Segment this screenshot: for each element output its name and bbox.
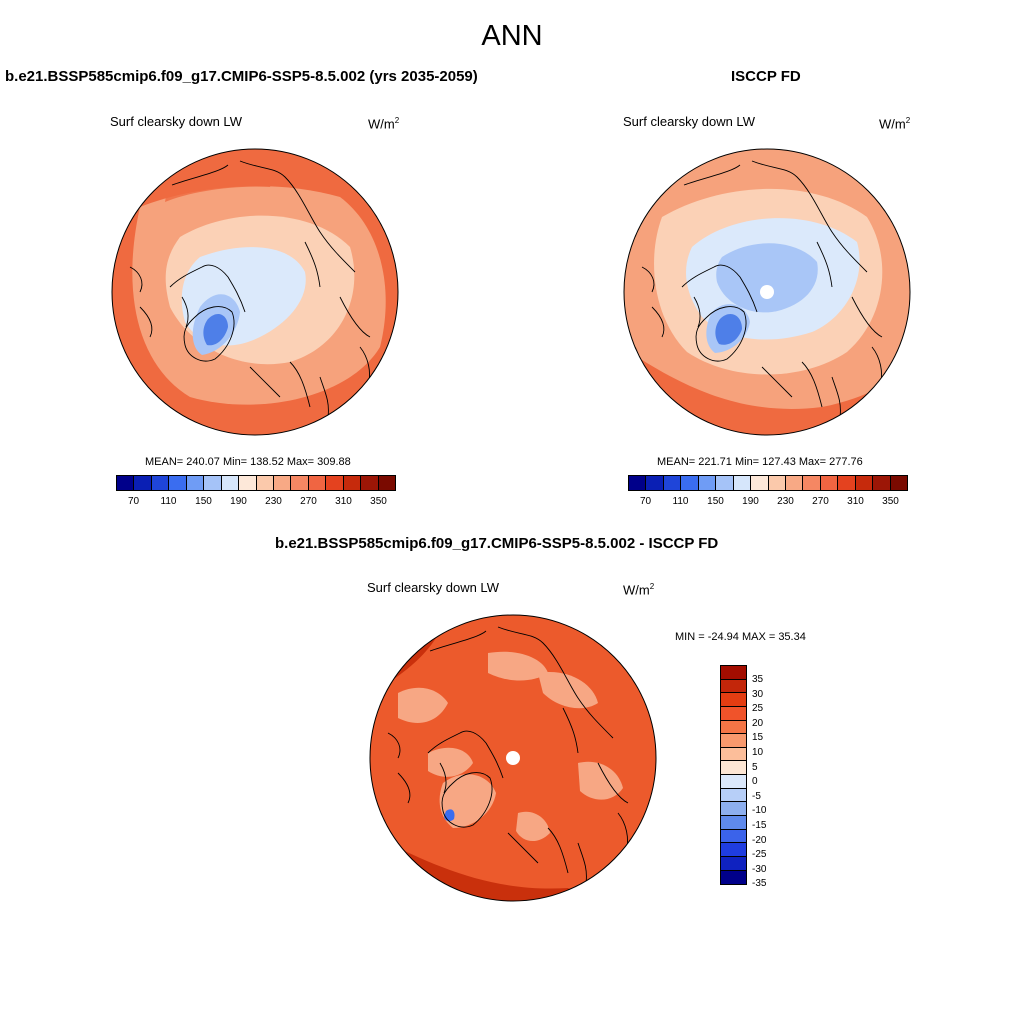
colorbar-swatch: [204, 476, 222, 490]
colorbar-swatch: [721, 666, 746, 680]
colorbar-tick-label: 0: [752, 776, 758, 788]
colorbar-swatch: [186, 476, 205, 490]
colorbar-tick-label: -30: [752, 863, 767, 875]
colorbar-swatch: [838, 476, 856, 490]
stats-diff: MIN = -24.94 MAX = 35.34: [675, 631, 806, 643]
stats-model: MEAN= 240.07 Min= 138.52 Max= 309.88: [145, 456, 351, 468]
colorbar-swatch: [721, 788, 746, 803]
polar-map-model: [111, 148, 399, 436]
colorbar-tick-label: 110: [672, 496, 689, 507]
colorbar-tick-label: -10: [752, 805, 767, 817]
colorbar-swatch: [681, 476, 699, 490]
colorbar-tick-label: 20: [752, 717, 764, 729]
colorbar-tick-label: 350: [370, 496, 387, 507]
colorbar-swatch: [855, 476, 874, 490]
colorbar-swatch: [721, 870, 746, 885]
colorbar-swatch: [785, 476, 804, 490]
colorbar-tick-label: 190: [230, 496, 247, 507]
colorbar-tick-label: -5: [752, 790, 761, 802]
colorbar-swatch: [308, 476, 327, 490]
colorbar-tick-label: 350: [882, 496, 899, 507]
colorbar-tick-label: 35: [752, 674, 764, 685]
colorbar-swatch: [291, 476, 309, 490]
colorbar-tick-label: -35: [752, 878, 767, 890]
colorbar-tick-label: 150: [195, 496, 212, 507]
colorbar-model: 70 110 150 190 230 270 310 350: [116, 475, 396, 510]
variable-label-model: Surf clearsky down LW: [110, 114, 242, 129]
colorbar-swatch: [361, 476, 379, 490]
colorbar-tick-label: 110: [160, 496, 177, 507]
colorbar-swatch: [343, 476, 362, 490]
colorbar-swatch: [134, 476, 152, 490]
colorbar-swatch: [890, 476, 907, 490]
colorbar-tick-label: 310: [847, 496, 864, 507]
colorbar-swatch: [721, 802, 746, 817]
colorbar-swatch: [751, 476, 769, 490]
colorbar-tick-label: 230: [265, 496, 282, 507]
colorbar-tick-label: 15: [752, 732, 764, 744]
colorbar-swatch: [326, 476, 344, 490]
colorbar-tick-label: -25: [752, 849, 767, 861]
colorbar-swatch: [721, 775, 746, 789]
colorbar-tick-label: 30: [752, 688, 764, 700]
colorbar-swatch: [803, 476, 821, 490]
colorbar-swatch: [663, 476, 682, 490]
units-label-diff: W/m2: [623, 582, 655, 598]
stats-obs: MEAN= 221.71 Min= 127.43 Max= 277.76: [657, 456, 863, 468]
colorbar-swatch: [768, 476, 786, 490]
colorbar-swatch: [698, 476, 717, 490]
polar-map-diff: [369, 614, 657, 902]
colorbar-swatch: [239, 476, 257, 490]
colorbar-tick-label: 270: [812, 496, 829, 507]
colorbar-tick-label: 70: [127, 496, 140, 507]
panel-title-model: b.e21.BSSP585cmip6.f09_g17.CMIP6-SSP5-8.…: [5, 68, 478, 85]
colorbar-obs: 70 110 150 190 230 270 310 350: [628, 475, 908, 510]
colorbar-swatch: [721, 761, 746, 776]
figure-title: ANN: [481, 20, 543, 52]
variable-label-diff: Surf clearsky down LW: [367, 580, 499, 595]
polar-map-obs: [623, 148, 911, 436]
colorbar-swatch: [117, 476, 135, 490]
colorbar-tick-label: 150: [707, 496, 724, 507]
colorbar-tick-label: 190: [742, 496, 759, 507]
colorbar-swatch: [721, 747, 746, 762]
colorbar-tick-label: -15: [752, 820, 767, 831]
colorbar-swatch: [721, 843, 746, 857]
colorbar-tick-label: 10: [752, 747, 764, 758]
colorbar-swatch: [721, 734, 746, 748]
colorbar-diff-ticks: 35 30 25 20 15 10 5 0 -5 -10 -15 -20 -25 -30 -35: [752, 665, 792, 905]
colorbar-swatch: [721, 856, 746, 871]
colorbar-diff: [720, 665, 747, 886]
colorbar-tick-label: 270: [300, 496, 317, 507]
colorbar-swatch: [721, 816, 746, 830]
colorbar-swatch: [721, 720, 746, 735]
colorbar-swatch: [820, 476, 839, 490]
colorbar-swatch: [221, 476, 240, 490]
colorbar-swatch: [721, 693, 746, 707]
colorbar-swatch: [733, 476, 752, 490]
colorbar-tick-label: 310: [335, 496, 352, 507]
colorbar-swatch: [721, 679, 746, 694]
colorbar-tick-label: -20: [752, 834, 767, 846]
colorbar-swatch: [629, 476, 647, 490]
colorbar-swatch: [151, 476, 170, 490]
colorbar-swatch: [646, 476, 664, 490]
units-label-model: W/m2: [368, 116, 400, 132]
panel-title-obs: ISCCP FD: [731, 68, 801, 85]
colorbar-swatch: [256, 476, 274, 490]
colorbar-tick-label: 230: [777, 496, 794, 507]
colorbar-tick-label: 70: [639, 496, 652, 507]
variable-label-obs: Surf clearsky down LW: [623, 114, 755, 129]
colorbar-tick-label: 5: [752, 761, 758, 773]
colorbar-swatch: [721, 706, 746, 721]
colorbar-swatch: [169, 476, 187, 490]
panel-title-diff: b.e21.BSSP585cmip6.f09_g17.CMIP6-SSP5-8.…: [275, 535, 719, 552]
colorbar-tick-label: 25: [752, 703, 764, 715]
colorbar-swatch: [716, 476, 734, 490]
colorbar-swatch: [378, 476, 395, 490]
colorbar-swatch: [273, 476, 292, 490]
units-label-obs: W/m2: [879, 116, 911, 132]
colorbar-swatch: [873, 476, 891, 490]
colorbar-swatch: [721, 829, 746, 844]
